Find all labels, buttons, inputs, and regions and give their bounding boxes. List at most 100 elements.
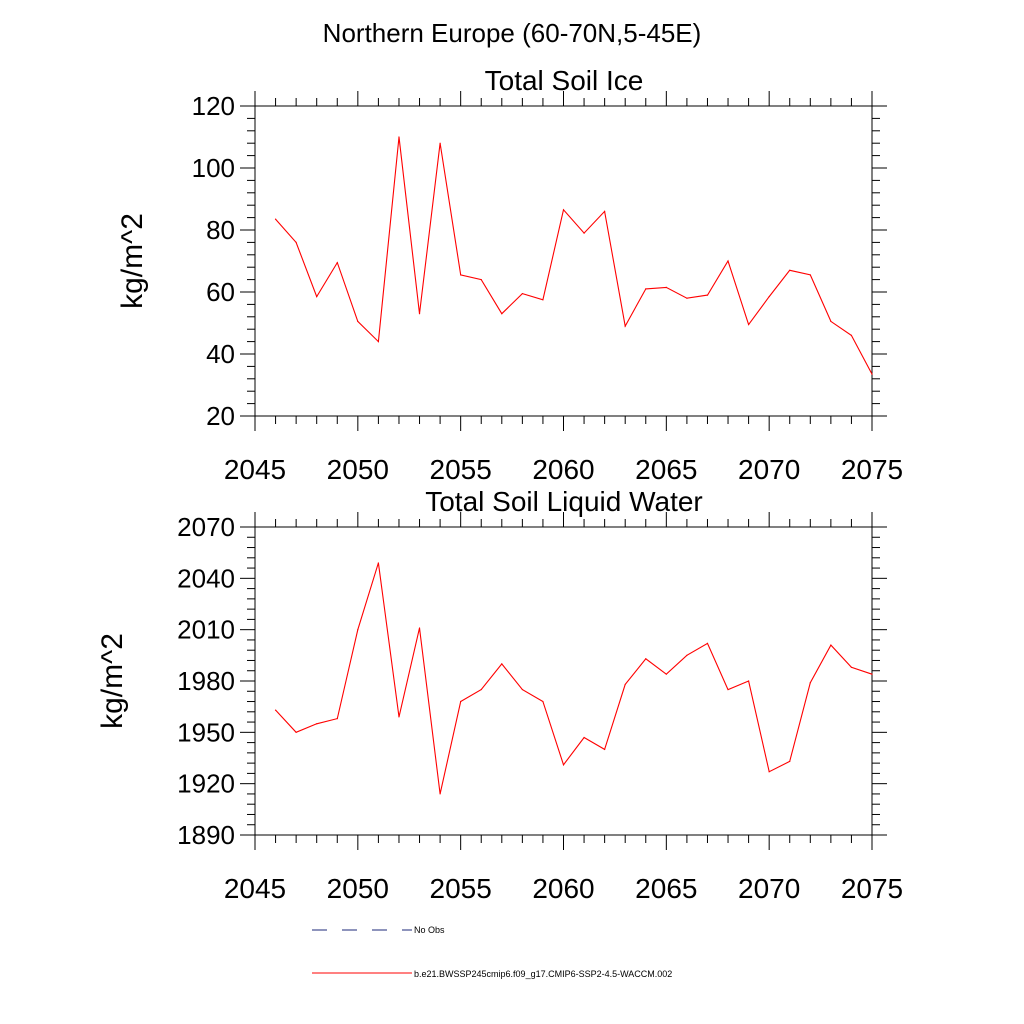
panel-2-data-point <box>604 748 606 751</box>
panel-1-x-tick-label: 2045 <box>224 454 286 485</box>
panel-1-data-point <box>583 232 585 234</box>
panel-1-x-tick-label: 2050 <box>327 454 389 485</box>
panel-2-data-point <box>460 700 462 703</box>
panel-2-data-point <box>274 709 277 711</box>
panel-2-data-point <box>686 654 688 656</box>
panel-2-y-tick-label: 1920 <box>177 769 235 799</box>
panel-2-data-point <box>295 731 297 733</box>
panel-2-data-point <box>727 688 729 691</box>
panel-1-frame <box>254 105 873 417</box>
panel-1-data-point <box>686 297 688 299</box>
panel-1-x-tick-label: 2060 <box>532 454 594 485</box>
panel-2-data-point <box>871 673 873 675</box>
panel-1-x-tick-label: 2075 <box>841 454 903 485</box>
panel-1-y-tick-label: 20 <box>206 401 235 431</box>
panel-2-x-tick-label: 2060 <box>532 873 594 904</box>
panel-2-data-point <box>562 764 565 766</box>
panel-1-data-point <box>398 136 400 138</box>
panel-1-y-tick-label: 60 <box>206 277 235 307</box>
panel-1-data-point <box>727 260 729 262</box>
panel-1-data-point <box>809 274 811 276</box>
figure-suptitle: Northern Europe (60-70N,5-45E) <box>323 18 702 48</box>
panel-1-x-tick-label: 2070 <box>738 454 800 485</box>
panel-2-data-point <box>809 682 811 684</box>
panel-1-series-line <box>275 136 873 375</box>
panel-1-y-tick-label: 120 <box>192 91 235 121</box>
panel-2-x-tick-label: 2070 <box>738 873 800 904</box>
panel-1-data-point <box>871 373 873 375</box>
panel-1-data-point <box>604 210 606 212</box>
legend: No Obs b.e21.BWSSP245cmip6.f09_g17.CMIP6… <box>312 925 672 979</box>
panel-1-data-point <box>645 288 647 290</box>
panel-1-data-point <box>377 341 379 343</box>
panel-2-data-point <box>850 666 853 668</box>
panel-1-data-point <box>336 261 338 264</box>
panel-1-data-point <box>274 218 277 220</box>
panel-2-data-point <box>501 663 503 665</box>
panel-1-data-point <box>316 296 318 298</box>
panel-2-frame <box>254 526 873 836</box>
panel-2-data-point <box>624 683 626 686</box>
panel-2-data-point <box>768 771 770 773</box>
panel-2-title: Total Soil Liquid Water <box>425 486 703 517</box>
panel-1-y-tick-label: 80 <box>206 215 235 245</box>
panel-2-data-point <box>748 680 750 682</box>
panel-2-data-point <box>336 718 338 720</box>
panel-1-title: Total Soil Ice <box>485 65 644 96</box>
panel-2-series-line <box>275 562 873 795</box>
panel-1-data-point <box>501 313 503 315</box>
panel-2-y-tick-label: 2070 <box>177 512 235 542</box>
panel-1-data-point <box>521 292 523 295</box>
panel-2-x-tick-label: 2055 <box>430 873 492 904</box>
panel-1-data-point <box>706 294 709 296</box>
panel-2-y-tick-label: 2040 <box>177 563 235 593</box>
panel-2-data-point <box>316 723 318 725</box>
panel-2: 1890 1920 1950 1980 2010 2040 2070 2045 2050 2055… <box>96 486 903 904</box>
panel-1-data-point <box>460 274 462 276</box>
panel-1-data-point <box>748 323 750 326</box>
panel-1-data-point <box>357 320 359 323</box>
panel-2-data-point <box>521 688 523 691</box>
panel-2-data-point <box>542 700 544 703</box>
panel-2-x-tick-label: 2045 <box>224 873 286 904</box>
panel-2-data-point <box>706 642 709 644</box>
panel-1-data-point <box>480 279 482 281</box>
panel-2-y-tick-label: 1890 <box>177 820 235 850</box>
panel-2-y-tick-label: 1980 <box>177 666 235 696</box>
panel-2-data-point <box>583 736 585 739</box>
panel-1-x-tick-label: 2065 <box>635 454 697 485</box>
panel-2-data-point <box>830 644 832 646</box>
legend-model-label: b.e21.BWSSP245cmip6.f09_g17.CMIP6-SSP2-4… <box>414 969 672 979</box>
panel-1-data-point <box>542 299 544 301</box>
panel-1-data-point <box>624 325 626 327</box>
legend-obs-label: No Obs <box>414 925 445 935</box>
panel-2-data-point <box>789 760 791 763</box>
panel-1-data-point <box>830 320 832 323</box>
panel-1-y-tick-label: 40 <box>206 339 235 369</box>
panel-1: 20 40 60 80 100 120 2045 2050 2055 2060 2065 2070 20… <box>116 65 903 485</box>
panel-1-data-point <box>439 142 441 144</box>
panel-1-data-point <box>850 334 853 336</box>
panel-2-data-point <box>439 793 441 795</box>
panel-2-x-tick-label: 2065 <box>635 873 697 904</box>
panel-1-data-point <box>418 313 421 315</box>
panel-1-data-point <box>789 269 791 271</box>
panel-1-x-tick-label: 2055 <box>430 454 492 485</box>
panel-2-y-axis-label: kg/m^2 <box>96 633 129 729</box>
panel-2-data-point <box>480 688 482 691</box>
panel-2-data-point <box>377 562 379 564</box>
panel-1-data-point <box>665 286 667 288</box>
panel-1-y-axis-label: kg/m^2 <box>116 213 149 309</box>
panel-2-data-point <box>665 673 667 675</box>
panel-2-data-point <box>398 716 400 718</box>
panel-1-y-tick-label: 100 <box>192 153 235 183</box>
panel-1-data-point <box>295 241 297 243</box>
panel-1-data-point <box>562 209 565 211</box>
panel-2-data-point <box>418 627 421 629</box>
panel-2-data-point <box>357 629 359 631</box>
panel-1-data-point <box>768 296 770 298</box>
panel-2-x-tick-label: 2075 <box>841 873 903 904</box>
panel-2-data-point <box>645 658 647 660</box>
